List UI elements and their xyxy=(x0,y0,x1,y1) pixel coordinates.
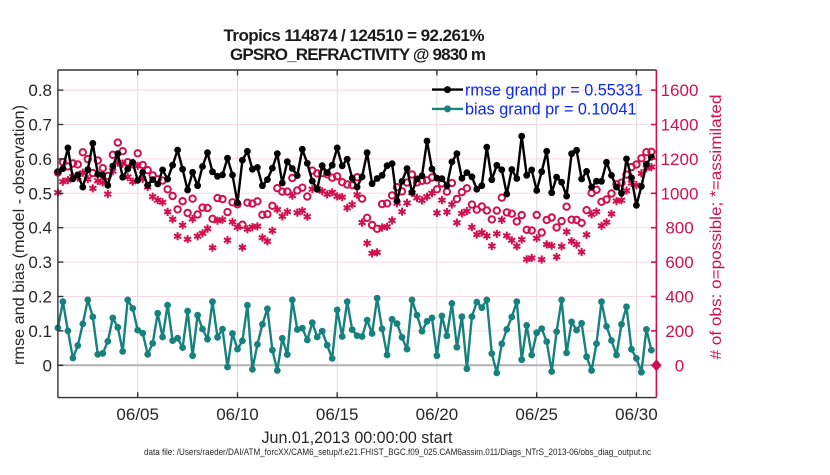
svg-text:0.3: 0.3 xyxy=(28,253,52,272)
svg-text:bias grand pr = 0.10041: bias grand pr = 0.10041 xyxy=(465,101,636,119)
svg-text:400: 400 xyxy=(665,288,693,307)
svg-text:06/20: 06/20 xyxy=(416,405,459,424)
svg-text:rmse grand pr = 0.55331: rmse grand pr = 0.55331 xyxy=(465,81,643,99)
svg-text:0.7: 0.7 xyxy=(28,116,52,135)
svg-text:1000: 1000 xyxy=(661,184,699,203)
svg-text:# of obs: o=possible; *=assimi: # of obs: o=possible; *=assimilated xyxy=(708,95,725,360)
svg-text:Tropics 114874 / 124510 = 92.2: Tropics 114874 / 124510 = 92.261% xyxy=(224,26,485,45)
svg-text:0.4: 0.4 xyxy=(28,219,52,238)
svg-text:GPSRO_REFRACTIVITY @ 9830 m: GPSRO_REFRACTIVITY @ 9830 m xyxy=(230,45,486,64)
svg-text:06/10: 06/10 xyxy=(216,405,259,424)
svg-text:rmse and bias (model - observa: rmse and bias (model - observation) xyxy=(11,105,28,365)
svg-text:06/05: 06/05 xyxy=(116,405,159,424)
svg-text:Jun.01,2013 00:00:00 start: Jun.01,2013 00:00:00 start xyxy=(262,428,453,447)
svg-text:0: 0 xyxy=(43,356,52,375)
svg-text:06/25: 06/25 xyxy=(515,405,558,424)
svg-text:1200: 1200 xyxy=(661,150,699,169)
svg-text:data file: /Users/raeder/DAI/A: data file: /Users/raeder/DAI/ATM_forcXX/… xyxy=(144,447,651,457)
svg-text:800: 800 xyxy=(665,219,693,238)
svg-text:1600: 1600 xyxy=(661,81,699,100)
svg-text:0.8: 0.8 xyxy=(28,81,52,100)
svg-text:1400: 1400 xyxy=(661,116,699,135)
svg-text:0: 0 xyxy=(675,356,684,375)
svg-text:0.1: 0.1 xyxy=(28,322,52,341)
svg-text:200: 200 xyxy=(665,322,693,341)
svg-text:06/15: 06/15 xyxy=(316,405,359,424)
svg-text:06/30: 06/30 xyxy=(615,405,658,424)
svg-text:0.6: 0.6 xyxy=(28,150,52,169)
svg-text:0.2: 0.2 xyxy=(28,288,52,307)
svg-text:600: 600 xyxy=(665,253,693,272)
svg-text:0.5: 0.5 xyxy=(28,184,52,203)
